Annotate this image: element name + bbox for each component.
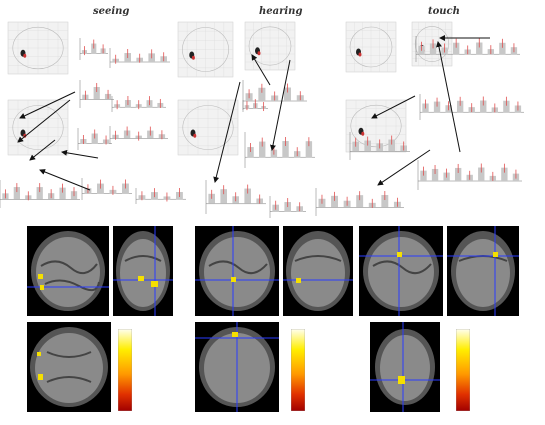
mini-bar-plot [242, 80, 307, 110]
glass-brain-icon [345, 21, 397, 73]
bar-mark [13, 187, 20, 200]
bar-mark [331, 195, 338, 208]
bar-mark [258, 87, 266, 101]
bar-mark [456, 100, 464, 113]
mri-coronal-seeing [113, 226, 173, 316]
top-figure-svg [0, 21, 524, 218]
bar-mark [59, 187, 66, 200]
bar-mark [364, 140, 371, 152]
arrow-icon [251, 54, 271, 86]
mri-coronal-touch [447, 226, 519, 316]
bar-mark [381, 195, 389, 208]
mri-sagittal-touch [359, 226, 443, 316]
mini-bar-plot [242, 99, 268, 112]
mini-bar-plot [417, 160, 522, 190]
bar-mark [429, 43, 437, 55]
bar-mark [388, 139, 395, 152]
glass-brain-icon [244, 21, 296, 71]
bar-mark [476, 42, 483, 55]
mini-bar-plot [315, 188, 404, 216]
arrow-icon [371, 95, 416, 119]
mini-bar-plot [109, 48, 170, 68]
bar-mark [452, 42, 460, 55]
colorbar-seeing [117, 328, 133, 412]
panel-title-hearing: hearing [259, 6, 303, 17]
bar-mark [480, 100, 487, 113]
arrow-icon [19, 91, 76, 119]
glass-brain-icon [177, 21, 234, 78]
bar-mark [244, 188, 251, 204]
panel-title-touch: touch [428, 6, 460, 17]
colorbar-hearing [290, 328, 306, 412]
arrow-icon [436, 41, 461, 153]
mini-bar-plot [81, 178, 132, 200]
mini-bar-plot [0, 180, 80, 208]
mini-bar-plot [349, 132, 410, 160]
mini-bar-plot [205, 180, 266, 214]
mri-axial-hearing [195, 322, 279, 412]
arrow-icon [270, 59, 291, 151]
arrow-icon [377, 149, 431, 186]
mini-bar-plot [79, 80, 114, 108]
mri-axial-touch [370, 322, 440, 412]
bar-mark [356, 195, 364, 208]
mini-bar-plot [79, 38, 108, 60]
mini-bar-plot [419, 94, 524, 120]
bar-mark [93, 87, 100, 100]
bar-mark [478, 167, 485, 181]
arrow-icon [213, 81, 241, 183]
bar-mark [220, 189, 227, 204]
mini-bar-plot [244, 132, 315, 168]
bar-mark [36, 187, 43, 200]
mini-bar-plot [415, 36, 520, 62]
bar-mark [420, 170, 427, 181]
bar-mark [247, 147, 254, 158]
mini-bar-plot [135, 188, 186, 204]
bar-mark [503, 100, 510, 113]
bar-mark [431, 168, 439, 181]
arrow-icon [61, 149, 99, 159]
bar-mark [454, 167, 462, 181]
bar-mark [433, 101, 441, 113]
mri-slice-icon [27, 231, 109, 311]
bar-mark [305, 141, 313, 158]
arrow-icon [39, 169, 91, 191]
glass-brain-icon [177, 99, 239, 156]
bar-mark [501, 167, 508, 181]
arrow-icon [17, 99, 71, 143]
glass-brain-icon [7, 21, 69, 75]
mri-figure-area [0, 222, 545, 425]
mri-axial-seeing [27, 322, 111, 412]
mini-bar-plot [111, 96, 166, 112]
bar-mark [283, 87, 291, 101]
mri-sagittal-hearing [195, 226, 279, 316]
bar-mark [282, 141, 289, 158]
arrow-icon [29, 139, 56, 161]
panel-title-seeing: seeing [93, 6, 130, 17]
bar-mark [499, 42, 506, 55]
mini-bar-plot [269, 196, 306, 218]
top-figure-area: seeing hearing touch [0, 6, 524, 218]
bar-mark [259, 141, 266, 158]
mini-bar-plot [77, 128, 112, 150]
mini-bar-plot [109, 126, 168, 144]
mri-coronal-hearing [283, 226, 353, 316]
colorbar-touch [455, 328, 471, 412]
mri-sagittal-seeing [27, 226, 109, 316]
